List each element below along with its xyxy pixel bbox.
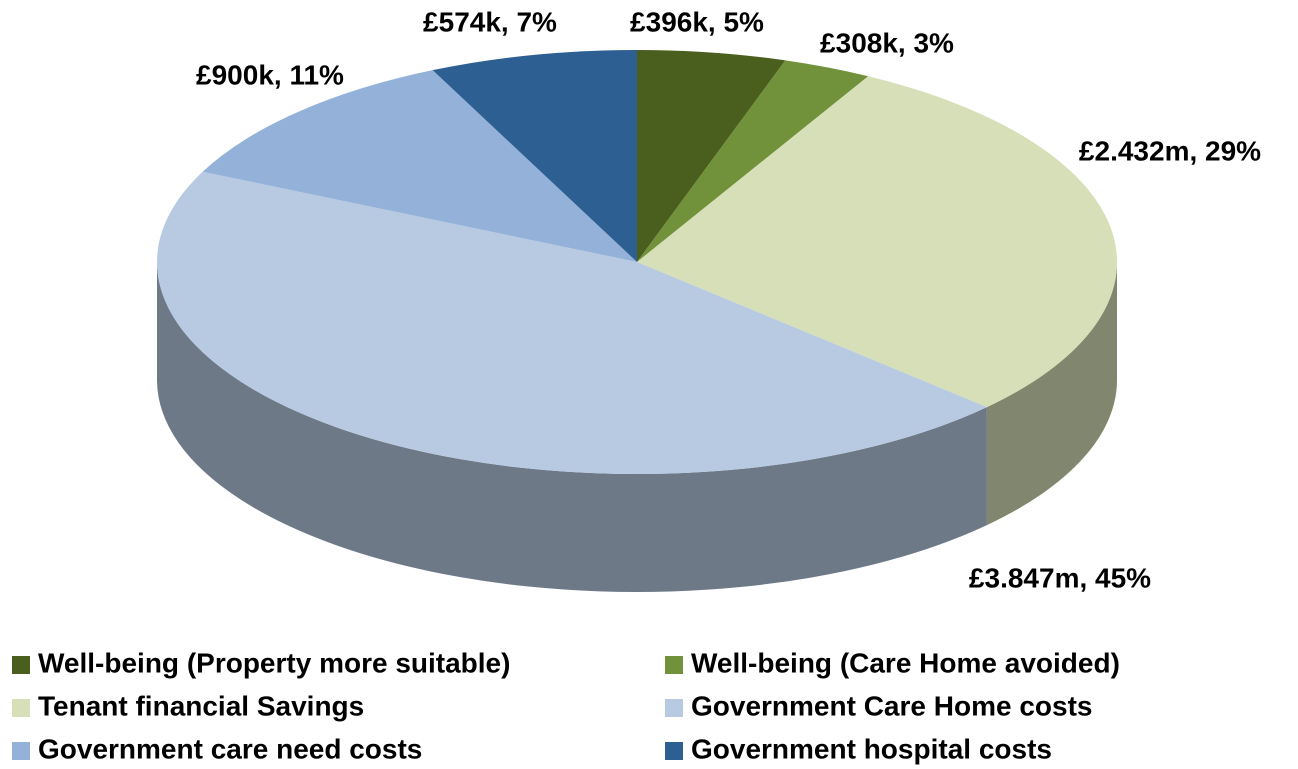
legend-label: Government Care Home costs [691,690,1092,721]
data-label: £574k, 7% [423,6,557,37]
legend-swatch [665,699,683,717]
data-label: £308k, 3% [820,27,954,58]
legend-swatch [12,656,30,674]
slice-side [986,262,1117,526]
data-label: £3.847m, 45% [969,562,1151,593]
legend-label: Government care need costs [38,733,422,764]
legend-label: Tenant financial Savings [38,690,364,721]
slice [432,50,637,262]
data-label: £900k, 11% [196,59,344,90]
slice [156,171,987,475]
slice [637,50,786,262]
slice [637,60,869,262]
data-label: £396k, 5% [630,6,764,37]
legend-label: Well-being (Care Home avoided) [691,647,1120,678]
legend-swatch [12,742,30,760]
legend-label: Government hospital costs [691,733,1052,764]
data-label: £2.432m, 29% [1079,135,1261,166]
legend-label: Well-being (Property more suitable) [38,647,510,678]
slice [202,70,637,262]
legend-swatch [665,656,683,674]
slice-side [157,262,987,592]
legend-swatch [665,742,683,760]
legend-swatch [12,699,30,717]
slice [637,76,1118,408]
